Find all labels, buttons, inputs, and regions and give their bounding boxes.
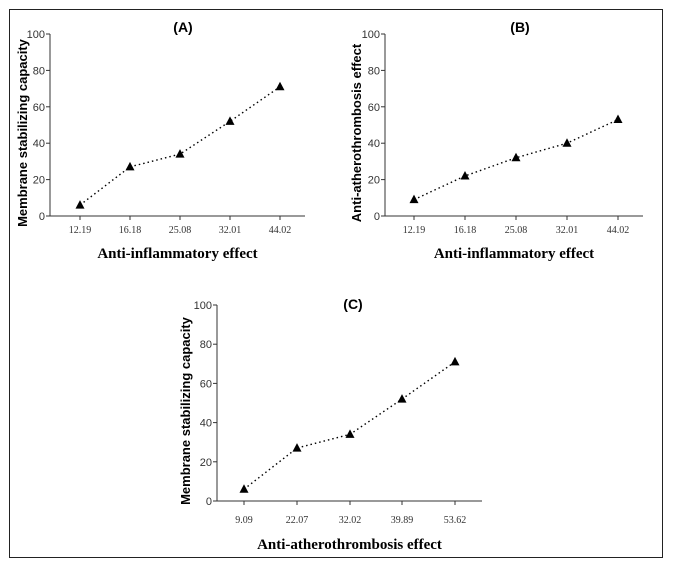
panel-c-y-tick-label: 0: [206, 496, 212, 508]
panel-c-data-point-triangle: [397, 394, 407, 403]
panel-b-y-tick-label: 80: [368, 65, 380, 77]
panel-b-x-tick-label: 32.01: [556, 225, 579, 236]
panel-b-x-tick-label: 12.19: [403, 225, 426, 236]
panel-a-data-point-triangle: [125, 161, 135, 171]
panel-a-data-point-triangle: [175, 149, 185, 158]
panel-a-series-line: [79, 86, 281, 206]
panel-a-data-point-triangle: [225, 116, 235, 125]
panel-c-data-point-triangle: [345, 429, 355, 438]
panel-c-y-tick-label: 80: [200, 339, 212, 351]
panel-a-y-tick-label: 60: [33, 102, 45, 114]
panel-b-y-tick-label: 0: [374, 211, 380, 223]
panel-a-y-tick-label: 40: [33, 138, 45, 150]
figure-frame: [9, 9, 663, 558]
panel-a-y-tick-label: 20: [33, 175, 45, 187]
panel-c-x-tick-label: 9.09: [235, 515, 253, 526]
panel-a-x-tick-label: 25.08: [169, 225, 192, 236]
panel-b-y-tick-label: 60: [368, 102, 380, 114]
panel-b-y-tick-label: 100: [362, 29, 380, 41]
panel-b-x-tick-label: 25.08: [505, 225, 528, 236]
panel-b-data-point-triangle: [409, 194, 419, 204]
panel-b-y-tick-label: 20: [368, 175, 380, 187]
panel-c-x-tick-label: 53.62: [444, 515, 467, 526]
panel-c-y-tick-label: 60: [200, 378, 212, 390]
panel-a-y-tick-label: 80: [33, 65, 45, 77]
panel-a-x-axis-label: Anti-inflammatory effect: [97, 246, 257, 262]
panel-c-x-axis-label: Anti-atherothrombosis effect: [257, 537, 442, 553]
panel-c-y-tick-label: 40: [200, 418, 212, 430]
panel-b-y-tick-label: 40: [368, 138, 380, 150]
panel-b-title: (B): [510, 19, 529, 35]
panel-c-series-line: [243, 361, 456, 490]
panel-b-x-axis-label: Anti-inflammatory effect: [434, 246, 594, 262]
panel-c-x-tick-label: 22.07: [286, 515, 309, 526]
panel-c-data-point-triangle: [292, 443, 302, 452]
panel-b-y-axis-label: Anti-atherothrombosis effect: [349, 43, 364, 222]
panel-a-x-tick-label: 12.19: [69, 225, 92, 236]
panel-c-data-point-triangle: [239, 484, 249, 493]
panel-b-x-tick-label: 44.02: [607, 225, 630, 236]
panel-a-data-point-triangle: [75, 200, 85, 209]
panel-c-x-tick-label: 32.02: [339, 515, 362, 526]
panel-a-x-tick-label: 32.01: [219, 225, 242, 236]
panel-b-data-point-triangle: [562, 138, 572, 147]
panel-c-x-tick-label: 39.89: [391, 515, 414, 526]
panel-a-data-point-triangle: [275, 81, 285, 91]
panel-b-data-point-triangle: [613, 114, 623, 124]
panel-b-data-point-triangle: [511, 152, 521, 162]
panel-b-data-point-triangle: [460, 170, 470, 180]
panel-a-y-axis-label: Membrane stabilizing capacity: [15, 38, 30, 227]
panel-c-data-point-triangle: [450, 356, 460, 366]
panel-a-y-tick-label: 0: [39, 211, 45, 223]
panel-a-title: (A): [173, 19, 192, 35]
panel-c-y-tick-label: 20: [200, 457, 212, 469]
panel-b-x-tick-label: 16.18: [454, 225, 477, 236]
panel-c-y-axis-label: Membrane stabilizing capacity: [178, 316, 193, 505]
panel-c-title: (C): [343, 296, 362, 312]
panel-a-y-tick-label: 100: [27, 29, 45, 41]
panel-a-x-tick-label: 16.18: [119, 225, 142, 236]
panel-a-x-tick-label: 44.02: [269, 225, 292, 236]
panel-c-y-tick-label: 100: [194, 300, 212, 312]
panel-b-series-line: [413, 118, 619, 201]
